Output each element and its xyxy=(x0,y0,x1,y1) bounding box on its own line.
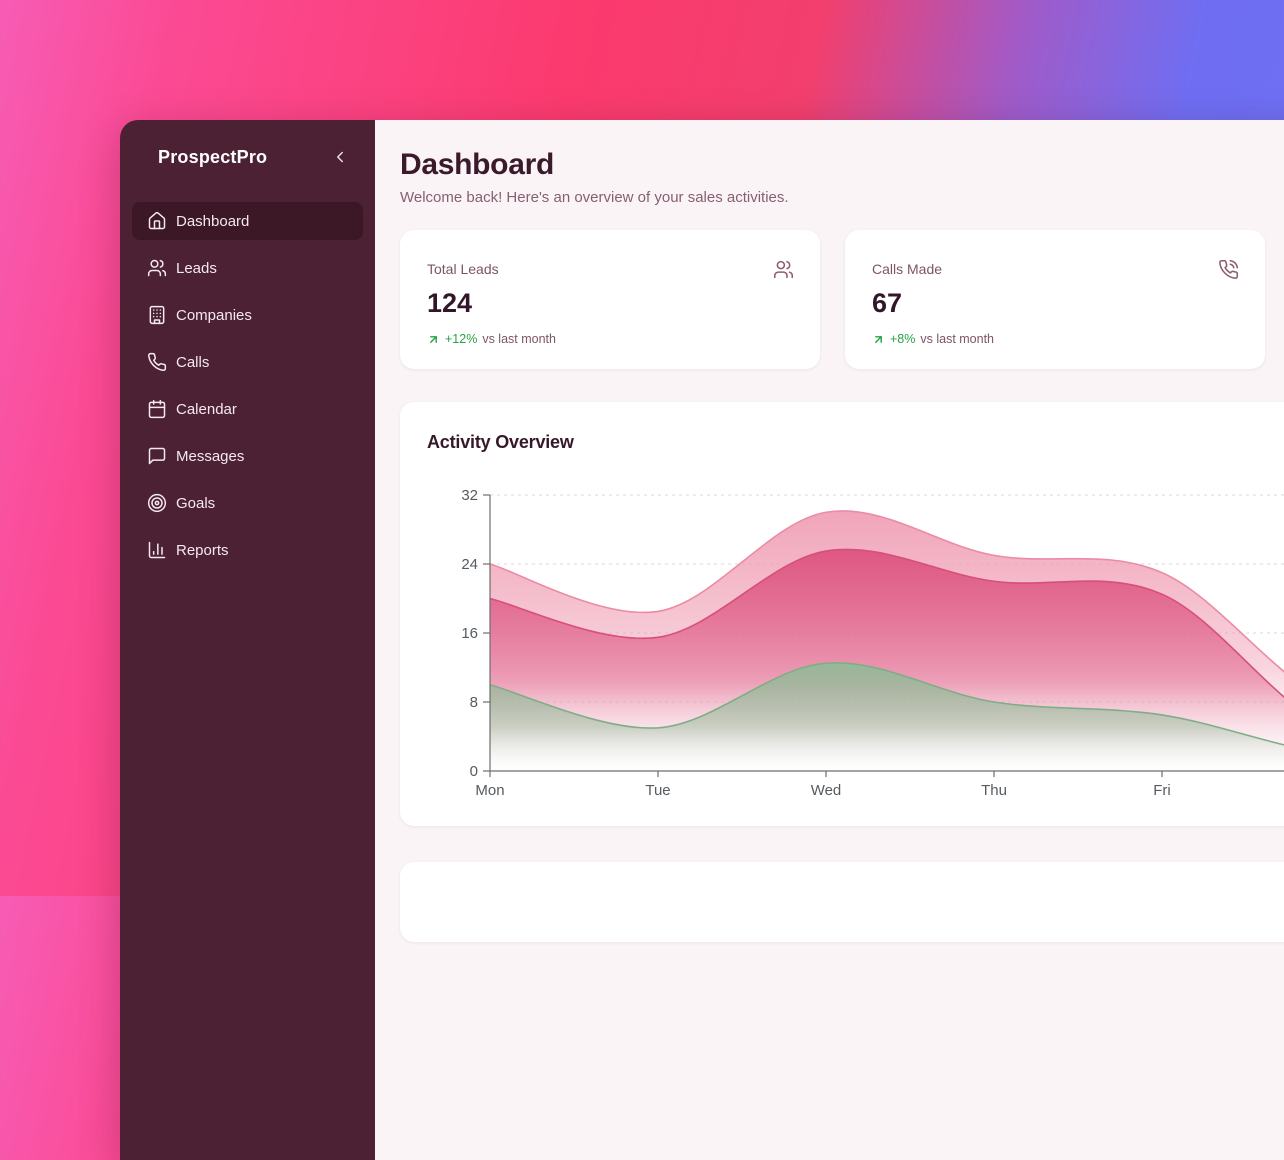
tick-label: 8 xyxy=(470,694,478,711)
target-icon xyxy=(147,493,167,513)
home-icon xyxy=(147,211,167,231)
tick-label: Wed xyxy=(811,782,842,799)
sidebar-item-label: Messages xyxy=(176,447,245,465)
sidebar-item-companies[interactable]: Companies xyxy=(132,296,363,334)
phone-icon xyxy=(147,352,167,372)
sidebar-header: ProspectPro xyxy=(120,120,375,168)
sidebar-item-calendar[interactable]: Calendar xyxy=(132,390,363,428)
phone-call-icon xyxy=(1218,259,1239,280)
stat-trend: +12% vs last month xyxy=(427,332,793,346)
activity-chart-svg: 0 8 16 24 32 Mon Tue Wed Thu Fri xyxy=(461,487,1284,799)
next-section-card xyxy=(400,862,1284,942)
arrow-up-right-icon xyxy=(872,333,885,346)
line-green-band xyxy=(489,662,1284,746)
tick-label: Tue xyxy=(645,782,670,799)
arrow-up-right-icon xyxy=(427,333,440,346)
stats-row: Total Leads 124 +12% vs last month Calls Mad… xyxy=(400,230,1284,369)
sidebar-item-goals[interactable]: Goals xyxy=(132,484,363,522)
activity-chart: 0 8 16 24 32 Mon Tue Wed Thu Fri xyxy=(400,481,1284,806)
building-icon xyxy=(147,305,167,325)
trend-suffix: vs last month xyxy=(482,332,556,346)
trend-percent: +12% xyxy=(445,332,478,346)
sidebar-item-label: Goals xyxy=(176,494,216,512)
line-rose-band xyxy=(489,548,1284,699)
sidebar-item-label: Leads xyxy=(176,259,217,277)
sidebar-item-label: Calls xyxy=(176,353,210,371)
sidebar-item-leads[interactable]: Leads xyxy=(132,249,363,287)
stat-card-calls-made: Calls Made 67 +8% vs last month xyxy=(845,230,1265,369)
message-square-icon xyxy=(147,446,167,466)
tick-label: 32 xyxy=(461,487,478,504)
stat-label: Total Leads xyxy=(427,261,499,277)
page-title: Dashboard xyxy=(400,148,554,181)
activity-overview-card: Activity Overview 0 8 16 24 32 Mon Tue Wed Thu Fr… xyxy=(400,402,1284,826)
area-green-band xyxy=(490,662,1284,771)
page-subtitle: Welcome back! Here's an overview of your… xyxy=(400,189,789,206)
stat-value: 124 xyxy=(427,288,473,318)
app-title: ProspectPro xyxy=(158,146,268,167)
stat-value: 67 xyxy=(872,288,903,318)
sidebar-item-dashboard[interactable]: Dashboard xyxy=(132,202,363,240)
tick-label: Thu xyxy=(981,782,1007,799)
calendar-icon xyxy=(147,399,167,419)
chevron-left-icon xyxy=(331,148,349,166)
main-content: Dashboard Welcome back! Here's an overvi… xyxy=(375,120,1284,1160)
tick-label: 24 xyxy=(461,556,478,573)
sidebar-item-label: Reports xyxy=(176,541,229,559)
sidebar-item-label: Calendar xyxy=(176,400,237,418)
sidebar-item-calls[interactable]: Calls xyxy=(132,343,363,381)
stat-trend: +8% vs last month xyxy=(872,332,1238,346)
sidebar-item-messages[interactable]: Messages xyxy=(132,437,363,475)
tick-label: Fri xyxy=(1153,782,1171,799)
stat-label: Calls Made xyxy=(872,261,943,277)
chart-title: Activity Overview xyxy=(427,432,574,452)
tick-label: Mon xyxy=(475,782,504,799)
trend-suffix: vs last month xyxy=(920,332,995,346)
tick-label: 16 xyxy=(461,625,478,642)
bar-chart-icon xyxy=(147,540,167,560)
sidebar-item-label: Dashboard xyxy=(176,212,250,230)
users-icon xyxy=(773,259,794,280)
sidebar-collapse-button[interactable] xyxy=(329,146,351,168)
sidebar: ProspectPro Dashboard Leads Companies Calls… xyxy=(120,120,375,1160)
tick-label: 0 xyxy=(470,763,478,780)
app-window: ProspectPro Dashboard Leads Companies Calls… xyxy=(120,120,1284,1160)
users-icon xyxy=(147,258,167,278)
sidebar-item-label: Companies xyxy=(176,306,252,324)
line-outer-pink-band xyxy=(489,510,1284,673)
sidebar-item-reports[interactable]: Reports xyxy=(132,531,363,569)
trend-percent: +8% xyxy=(890,332,916,346)
stat-card-total-leads: Total Leads 124 +12% vs last month xyxy=(400,230,820,369)
sidebar-nav: Dashboard Leads Companies Calls Calendar Mess… xyxy=(120,202,375,569)
